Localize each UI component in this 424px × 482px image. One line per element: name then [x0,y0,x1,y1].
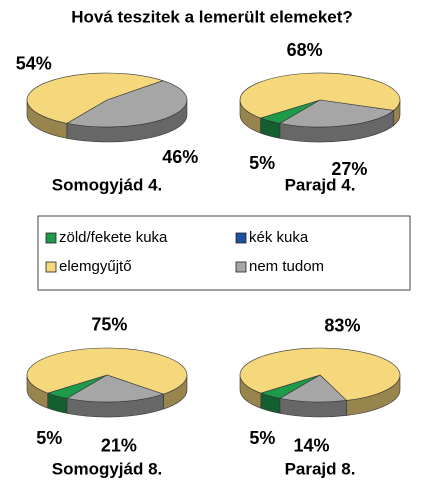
pie-slice [66,80,188,128]
pie-slice [26,347,188,395]
value-label: 68% [287,40,323,60]
pie-title: Somogyjád 4. [52,175,163,194]
chart-title: Hová teszitek a lemerült elemeket? [71,7,353,26]
pie-title: Parajd 4. [285,175,356,194]
pie-slice [279,99,395,128]
value-label: 46% [162,147,198,167]
legend-label: nem tudom [249,258,324,275]
legend-swatch [235,232,247,244]
pie-slice [239,72,401,119]
value-label: 14% [293,436,329,456]
pie-title: Somogyjád 8. [52,459,163,478]
legend-label: zöld/fekete kuka [59,229,168,246]
value-label: 83% [324,316,360,336]
value-label: 5% [249,428,275,448]
pie-slice [66,374,165,403]
legend-swatch [45,261,57,273]
value-label: 27% [331,159,367,179]
pie-slice [239,347,401,401]
value-label: 5% [249,153,275,173]
legend-swatch [45,232,57,244]
legend-swatch [235,261,247,273]
value-label: 54% [16,54,52,74]
value-label: 5% [36,428,62,448]
pie-title: Parajd 8. [285,459,356,478]
pie-slice [26,72,164,124]
legend-label: elemgyűjtő [59,258,132,275]
value-label: 75% [91,315,127,335]
legend-box [37,215,411,291]
pie-slice [279,374,348,403]
value-label: 21% [101,436,137,456]
legend-label: kék kuka [249,229,309,246]
